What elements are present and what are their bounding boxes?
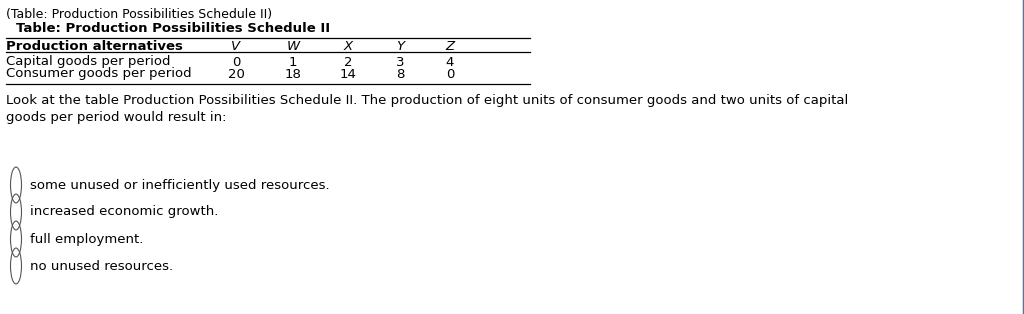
- Text: Consumer goods per period: Consumer goods per period: [6, 68, 191, 80]
- Text: 8: 8: [396, 68, 404, 80]
- Text: Look at the table Production Possibilities Schedule II. The production of eight : Look at the table Production Possibiliti…: [6, 94, 848, 124]
- Text: Table: Production Possibilities Schedule II: Table: Production Possibilities Schedule…: [16, 22, 330, 35]
- Text: 18: 18: [285, 68, 301, 80]
- Text: X: X: [343, 40, 352, 52]
- Text: Y: Y: [396, 40, 404, 52]
- Text: 4: 4: [445, 56, 455, 68]
- Text: 0: 0: [231, 56, 241, 68]
- Text: some unused or inefficiently used resources.: some unused or inefficiently used resour…: [30, 178, 330, 192]
- Text: increased economic growth.: increased economic growth.: [30, 205, 218, 219]
- Text: 14: 14: [340, 68, 356, 80]
- Text: no unused resources.: no unused resources.: [30, 259, 173, 273]
- Text: Capital goods per period: Capital goods per period: [6, 56, 171, 68]
- Text: V: V: [231, 40, 241, 52]
- Text: 0: 0: [445, 68, 455, 80]
- Text: 1: 1: [289, 56, 297, 68]
- Text: full employment.: full employment.: [30, 232, 143, 246]
- Text: 3: 3: [395, 56, 404, 68]
- Text: (Table: Production Possibilities Schedule II): (Table: Production Possibilities Schedul…: [6, 8, 272, 21]
- Text: 20: 20: [227, 68, 245, 80]
- Text: Production alternatives: Production alternatives: [6, 40, 183, 52]
- Text: Z: Z: [445, 40, 455, 52]
- Text: W: W: [287, 40, 300, 52]
- Text: 2: 2: [344, 56, 352, 68]
